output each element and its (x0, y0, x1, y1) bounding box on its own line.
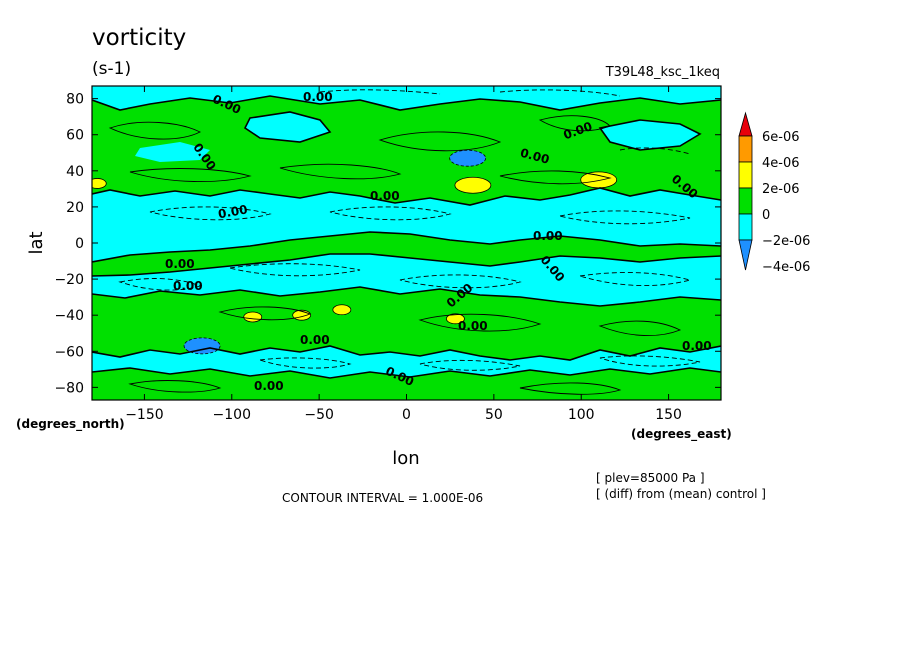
colorbar-label: −4e-06 (762, 260, 810, 275)
zero-contours (92, 95, 721, 379)
colorbar-swatch (738, 135, 753, 163)
extremum-blob (183, 337, 221, 355)
positive-contours (108, 115, 682, 395)
contour-label: 0.00 (458, 319, 488, 333)
positive-region-south (92, 287, 721, 360)
y-axis-label: lat (26, 231, 47, 254)
y-tick-label: 20 (66, 200, 84, 216)
contour-label: 0.00 (217, 202, 249, 221)
x-axis-ticks: −150 −100 −50 0 50 100 150 (125, 86, 682, 423)
extremum-blob (332, 304, 352, 316)
y-tick-label: −60 (54, 344, 84, 360)
x-tick-label: 0 (402, 407, 411, 423)
y-tick-label: 0 (75, 236, 84, 252)
colorbar-swatch (738, 187, 753, 215)
y-axis-ticks: 80 60 40 20 0 −20 −40 −60 −80 (54, 92, 721, 396)
contour-interval-label: CONTOUR INTERVAL = 1.000E-06 (282, 491, 483, 505)
colorbar-swatch (738, 161, 753, 189)
extremum-blob (92, 178, 107, 189)
colorbar: 6e-06 4e-06 2e-06 0 −2e-06 −4e-06 (738, 111, 810, 275)
contour-label: 0.00 (300, 333, 330, 347)
units-label: (s-1) (92, 59, 131, 79)
chart-title: vorticity (92, 25, 186, 51)
contour-labels: 0.00 0.00 0.00 0.00 0.00 0.00 0.00 0.00 … (165, 90, 712, 393)
diff-note: [ (diff) from (mean) control ] (596, 487, 766, 501)
extremum-blob (580, 171, 618, 189)
extremum-blob (243, 311, 263, 323)
extremum-blob (449, 149, 487, 167)
colorbar-label: −2e-06 (762, 234, 810, 249)
x-tick-label: 150 (655, 407, 682, 423)
x-tick-label: −150 (125, 407, 163, 423)
x-tick-label: −100 (213, 407, 251, 423)
y-tick-label: 60 (66, 128, 84, 144)
extremum-blob (446, 313, 465, 325)
negative-contours (118, 89, 701, 371)
y-tick-label: −20 (54, 272, 84, 288)
contour-field: 0.00 0.00 0.00 0.00 0.00 0.00 0.00 0.00 … (92, 86, 721, 400)
extrema-markers (92, 149, 618, 355)
contour-label: 0.00 (303, 90, 333, 104)
colorbar-max-arrow (738, 111, 753, 137)
extremum-blob (454, 176, 492, 194)
x-axis-label: lon (392, 448, 419, 469)
contour-label: 0.00 (533, 229, 563, 243)
x-tick-label: −50 (304, 407, 334, 423)
colorbar-label: 2e-06 (762, 182, 800, 197)
contour-label: 0.00 (682, 339, 712, 353)
contour-label: 0.00 (173, 279, 203, 293)
contour-label: 0.00 (254, 379, 284, 393)
level-note: [ plev=85000 Pa ] (596, 471, 705, 485)
colorbar-label: 6e-06 (762, 130, 800, 145)
y-tick-label: −80 (54, 380, 84, 396)
x-units-label: (degrees_east) (631, 427, 732, 442)
positive-region-equator (92, 232, 721, 276)
contour-label: 0.00 (370, 189, 400, 203)
colorbar-label: 4e-06 (762, 156, 800, 171)
colorbar-swatch (738, 213, 753, 241)
experiment-label: T39L48_ksc_1keq (605, 65, 720, 80)
x-tick-label: 100 (568, 407, 595, 423)
y-tick-label: −40 (54, 308, 84, 324)
contour-label: 0.00 (165, 257, 195, 271)
y-tick-label: 80 (66, 92, 84, 108)
y-tick-label: 40 (66, 164, 84, 180)
y-units-label: (degrees_north) (16, 417, 125, 432)
colorbar-label: 0 (762, 208, 770, 223)
colorbar-min-arrow (738, 239, 753, 271)
x-tick-label: 50 (485, 407, 503, 423)
